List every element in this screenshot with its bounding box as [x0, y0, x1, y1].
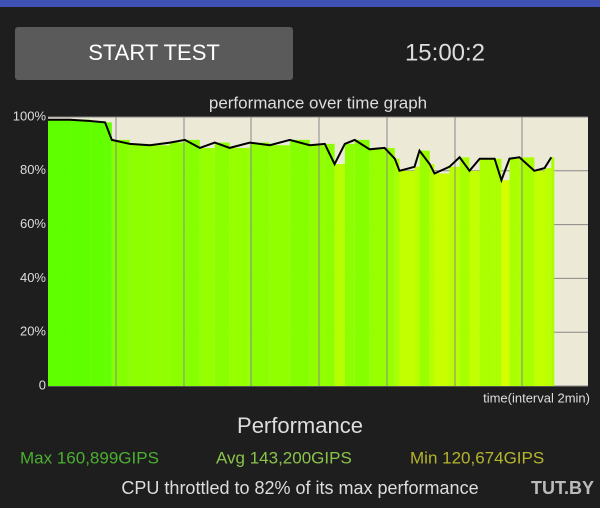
throttle-note: CPU throttled to 82% of its max performa… [121, 478, 478, 498]
level-stripe [48, 119, 71, 386]
level-stripe [551, 157, 555, 386]
level-stripe [149, 145, 170, 386]
y-tick-label: 40% [20, 270, 46, 285]
level-stripe [519, 157, 535, 386]
level-stripe [354, 139, 370, 386]
level-stripe [324, 143, 335, 386]
level-stripe [469, 170, 480, 386]
max-stat: Max 160,899GIPS [20, 448, 159, 467]
y-tick-label: 0 [39, 377, 46, 392]
level-stripe [344, 143, 355, 386]
level-stripe [111, 139, 130, 386]
top-bar [0, 0, 600, 7]
level-stripe [214, 142, 230, 386]
level-stripe [509, 158, 520, 386]
level-stripe [199, 147, 215, 386]
level-stripe [394, 158, 400, 386]
level-stripe [399, 170, 415, 386]
level-stripe [105, 122, 112, 386]
summary-title: Performance [237, 413, 363, 438]
button-label[interactable]: START TEST [88, 40, 220, 65]
level-stripe [384, 147, 395, 386]
level-stripe [309, 145, 325, 386]
performance-line [48, 118, 553, 184]
avg-stat: Avg 143,200GIPS [216, 448, 352, 467]
level-stripe [419, 150, 430, 386]
level-stripe [459, 157, 470, 386]
level-stripe [494, 158, 502, 386]
level-stripe [414, 166, 420, 386]
level-stripe [501, 180, 510, 386]
y-tick-label: 80% [20, 162, 46, 177]
level-stripe [249, 142, 270, 386]
chart-title: performance over time graph [209, 93, 427, 112]
level-stripe [434, 173, 450, 386]
level-stripe [269, 145, 290, 386]
x-axis-label: time(interval 2min) [483, 390, 590, 405]
level-stripe [429, 164, 435, 386]
level-stripe [334, 164, 345, 386]
level-stripe [534, 170, 545, 386]
y-tick-label: 20% [20, 324, 46, 339]
level-stripe [289, 139, 310, 386]
level-stripe [70, 119, 91, 386]
vertical-grid [115, 117, 523, 386]
min-stat: Min 120,674GIPS [410, 448, 544, 467]
level-stripe [184, 139, 200, 386]
watermark: TUT.BY [531, 478, 594, 498]
y-tick-label: 100% [13, 108, 47, 123]
level-stripe [479, 158, 495, 386]
level-stripe [90, 121, 106, 386]
level-stripe [369, 149, 385, 386]
start-button[interactable] [15, 27, 293, 80]
y-tick-label: 60% [20, 216, 46, 231]
level-stripe [169, 142, 185, 386]
timer: 15:00:2 [405, 39, 485, 66]
level-stripe [129, 143, 150, 386]
level-stripe [229, 147, 250, 386]
level-stripe [544, 168, 552, 386]
